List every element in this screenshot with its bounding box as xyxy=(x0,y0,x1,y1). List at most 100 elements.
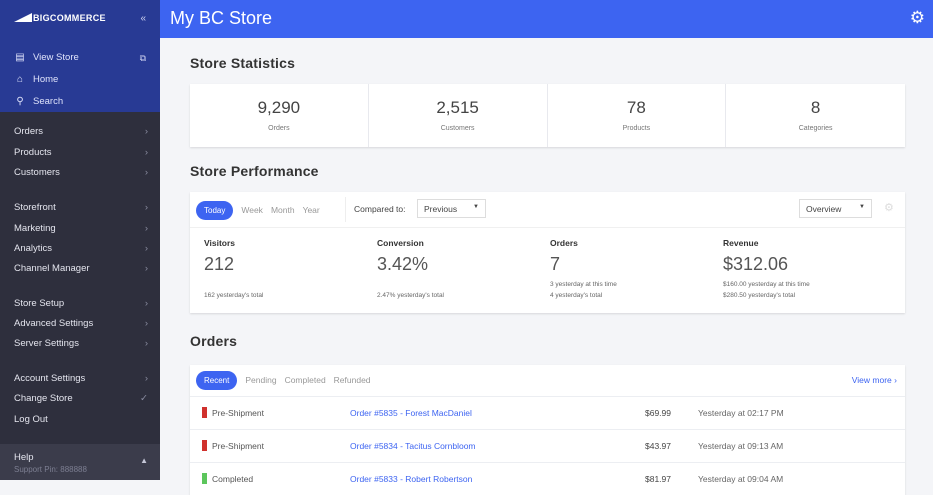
stat-value: 9,290 xyxy=(257,98,301,117)
sidebar-item-account-settings[interactable]: Account Settings › xyxy=(14,373,148,384)
label: Log Out xyxy=(14,414,48,425)
chevron-right-icon: › xyxy=(144,263,148,274)
home-icon: ⌂ xyxy=(16,74,24,85)
check-icon: ✓ xyxy=(140,393,148,404)
order-row[interactable]: Pre-Shipment Order #5834 - Tacitus Cornbl… xyxy=(190,429,905,462)
help-label: Help xyxy=(14,452,34,463)
sidebar-item-log-out[interactable]: Log Out xyxy=(14,414,148,425)
stat-categories: 8 Categories xyxy=(726,84,905,147)
top-header: My BC Store ⚙ xyxy=(160,0,933,38)
chevron-right-icon: › xyxy=(144,338,148,349)
sidebar-item-channel-manager[interactable]: Channel Manager › xyxy=(14,263,148,274)
chevron-up-icon[interactable]: ▲ xyxy=(140,456,148,465)
metric-label: Visitors xyxy=(204,238,236,248)
search-icon: ⚲ xyxy=(16,96,24,107)
order-amount: $43.97 xyxy=(645,441,671,451)
tab-completed[interactable]: Completed xyxy=(284,375,326,385)
chevron-right-icon: › xyxy=(144,318,148,329)
tab-month[interactable]: Month xyxy=(270,205,295,215)
caret-down-icon: ▼ xyxy=(473,204,479,210)
label: Products xyxy=(14,147,52,158)
metric-label: Revenue xyxy=(723,238,759,248)
order-date: Yesterday at 09:13 AM xyxy=(698,441,784,451)
metric-comparison: 162 yesterday's total xyxy=(204,290,263,301)
stat-label: Orders xyxy=(268,125,290,132)
label: Storefront xyxy=(14,202,56,213)
collapse-sidebar-icon[interactable]: « xyxy=(140,13,146,24)
sidebar-item-store-setup[interactable]: Store Setup › xyxy=(14,298,148,309)
order-amount: $69.99 xyxy=(645,408,671,418)
selected-value: Overview xyxy=(806,204,842,214)
stat-label: Categories xyxy=(798,125,833,132)
tab-week[interactable]: Week xyxy=(241,205,263,215)
comparison-line: 4 yesterday's total xyxy=(550,292,603,299)
chevron-right-icon: › xyxy=(144,202,148,213)
metric-conversion: Conversion 3.42% 2.47% yesterday's total xyxy=(377,238,549,299)
metric-comparison: $160.00 yesterday at this time $280.50 ye… xyxy=(723,279,810,301)
support-pin: Support Pin: 888888 xyxy=(14,465,87,474)
label: Marketing xyxy=(14,223,56,234)
order-row[interactable]: Completed Order #5833 - Robert Robertson $… xyxy=(190,462,905,495)
label: Channel Manager xyxy=(14,263,90,274)
label: Advanced Settings xyxy=(14,318,94,329)
external-link-icon[interactable]: ⧉ xyxy=(139,53,146,63)
sidebar-item-orders[interactable]: Orders › xyxy=(14,126,148,137)
sidebar-item-marketing[interactable]: Marketing › xyxy=(14,223,148,234)
sidebar-view-store[interactable]: ▤ View Store xyxy=(15,52,79,63)
comparison-line: $160.00 yesterday at this time xyxy=(723,281,810,288)
sidebar-item-advanced-settings[interactable]: Advanced Settings › xyxy=(14,318,148,329)
sidebar-item-customers[interactable]: Customers › xyxy=(14,167,148,178)
logo-text: BIGCOMMERCE xyxy=(33,13,106,23)
tab-year[interactable]: Year xyxy=(302,205,320,215)
compared-to-select[interactable]: Previous ▼ xyxy=(417,199,486,218)
settings-gear-icon[interactable]: ⚙ xyxy=(884,202,894,214)
chevron-right-icon: › xyxy=(144,147,148,158)
stat-label: Customers xyxy=(440,125,475,132)
comparison-line: 3 yesterday at this time xyxy=(550,281,617,288)
bigcommerce-logo[interactable]: BIGCOMMERCE xyxy=(14,13,106,23)
comparison-line: 162 yesterday's total xyxy=(204,292,264,299)
order-row[interactable]: Pre-Shipment Order #5835 - Forest MacDani… xyxy=(190,396,905,429)
sidebar: BIGCOMMERCE « ▤ View Store ⧉ ⌂ Home ⚲ Searc… xyxy=(0,0,160,480)
label: Home xyxy=(33,74,59,85)
sidebar-item-storefront[interactable]: Storefront › xyxy=(14,202,148,213)
tab-recent[interactable]: Recent xyxy=(196,371,238,390)
label: View more xyxy=(851,375,892,385)
tab-today[interactable]: Today xyxy=(196,201,234,220)
chevron-right-icon: › xyxy=(144,243,148,254)
chevron-right-icon: › xyxy=(144,223,148,234)
order-status: Pre-Shipment xyxy=(212,441,264,451)
metric-revenue: Revenue $312.06 $160.00 yesterday at this … xyxy=(723,238,895,299)
order-link[interactable]: Order #5834 - Tacitus Cornbloom xyxy=(350,441,476,451)
store-statistics-title: Store Statistics xyxy=(190,55,296,71)
tab-pending[interactable]: Pending xyxy=(245,375,277,385)
label: View Store xyxy=(33,52,79,63)
view-more-link[interactable]: View more › xyxy=(852,375,897,385)
gear-icon[interactable]: ⚙ xyxy=(909,8,925,27)
tab-refunded[interactable]: Refunded xyxy=(333,375,371,385)
sidebar-item-server-settings[interactable]: Server Settings › xyxy=(14,338,148,349)
sidebar-home[interactable]: ⌂ Home xyxy=(15,74,58,85)
metric-label: Conversion xyxy=(377,238,424,248)
help-panel[interactable]: Help Support Pin: 888888 ▲ xyxy=(0,444,160,480)
stat-value: 8 xyxy=(810,98,821,117)
chevron-right-icon: › xyxy=(144,373,148,384)
order-date: Yesterday at 09:04 AM xyxy=(698,474,784,484)
metric-comparison: 2.47% yesterday's total xyxy=(377,290,444,301)
sidebar-search[interactable]: ⚲ Search xyxy=(15,96,63,107)
label: Orders xyxy=(14,126,44,137)
sidebar-item-analytics[interactable]: Analytics › xyxy=(14,243,148,254)
order-status: Completed xyxy=(212,474,254,484)
sidebar-item-products[interactable]: Products › xyxy=(14,147,148,158)
sidebar-item-change-store[interactable]: Change Store ✓ xyxy=(14,393,148,404)
statistics-card: 9,290 Orders 2,515 Customers 78 Products 8 Cate… xyxy=(190,84,905,147)
view-select[interactable]: Overview ▼ xyxy=(799,199,872,218)
order-link[interactable]: Order #5835 - Forest MacDaniel xyxy=(350,408,472,418)
order-link[interactable]: Order #5833 - Robert Robertson xyxy=(350,474,473,484)
order-date: Yesterday at 02:17 PM xyxy=(698,408,784,418)
status-indicator xyxy=(202,440,207,451)
stat-orders: 9,290 Orders xyxy=(190,84,369,147)
chevron-right-icon: › xyxy=(144,167,148,178)
stat-value: 2,515 xyxy=(436,98,479,117)
label: Search xyxy=(33,96,64,107)
